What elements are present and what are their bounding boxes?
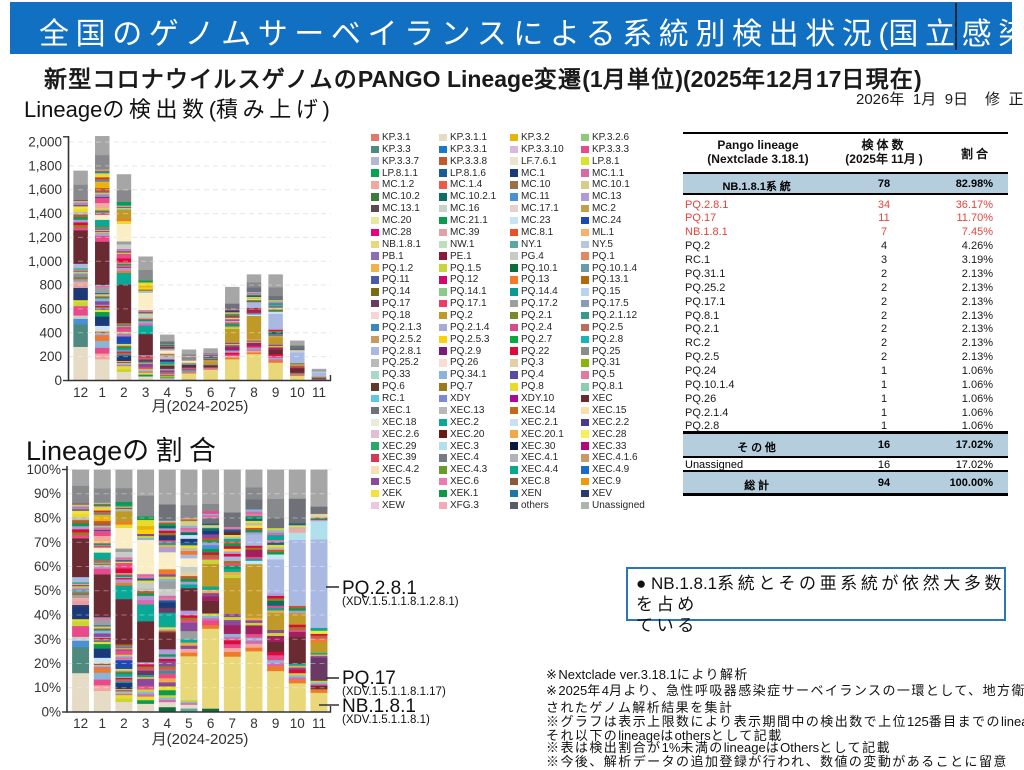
svg-text:9: 9 [272,716,280,731]
svg-text:3: 3 [142,716,150,731]
svg-text:8: 8 [250,716,258,731]
svg-text:2: 2 [120,716,128,731]
svg-text:10%: 10% [34,680,61,695]
svg-text:3: 3 [142,385,150,400]
svg-text:1,000: 1,000 [28,254,62,269]
svg-text:9: 9 [272,385,280,400]
svg-text:0%: 0% [41,705,61,720]
svg-text:1,400: 1,400 [28,206,62,221]
svg-text:1: 1 [99,385,107,400]
svg-text:20%: 20% [34,656,61,671]
svg-text:月(2024-2025): 月(2024-2025) [152,731,249,748]
svg-text:1: 1 [99,716,107,731]
svg-text:2: 2 [120,385,128,400]
svg-text:400: 400 [39,325,62,340]
svg-text:30%: 30% [34,632,61,647]
svg-text:50%: 50% [34,583,61,598]
svg-text:200: 200 [39,349,62,364]
svg-text:80%: 80% [34,511,61,526]
svg-text:10: 10 [290,385,305,400]
svg-text:100%: 100% [26,462,61,477]
svg-text:600: 600 [39,301,62,316]
svg-text:0: 0 [54,373,62,388]
svg-text:11: 11 [312,716,326,731]
svg-text:7: 7 [229,716,237,731]
svg-text:60%: 60% [34,559,61,574]
svg-text:10: 10 [290,716,305,731]
svg-text:2,000: 2,000 [28,135,62,150]
svg-text:1,200: 1,200 [28,230,62,245]
svg-text:12: 12 [73,716,88,731]
svg-text:月(2024-2025): 月(2024-2025) [152,398,249,415]
svg-text:1,600: 1,600 [28,182,62,197]
svg-text:6: 6 [207,716,215,731]
svg-text:40%: 40% [34,608,61,623]
svg-text:90%: 90% [34,486,61,501]
svg-text:4: 4 [164,716,172,731]
svg-text:800: 800 [39,278,62,293]
svg-text:1,800: 1,800 [28,158,62,173]
svg-text:11: 11 [312,385,326,400]
svg-text:5: 5 [185,716,193,731]
svg-text:12: 12 [73,385,88,400]
svg-text:70%: 70% [34,535,61,550]
svg-text:8: 8 [250,385,258,400]
